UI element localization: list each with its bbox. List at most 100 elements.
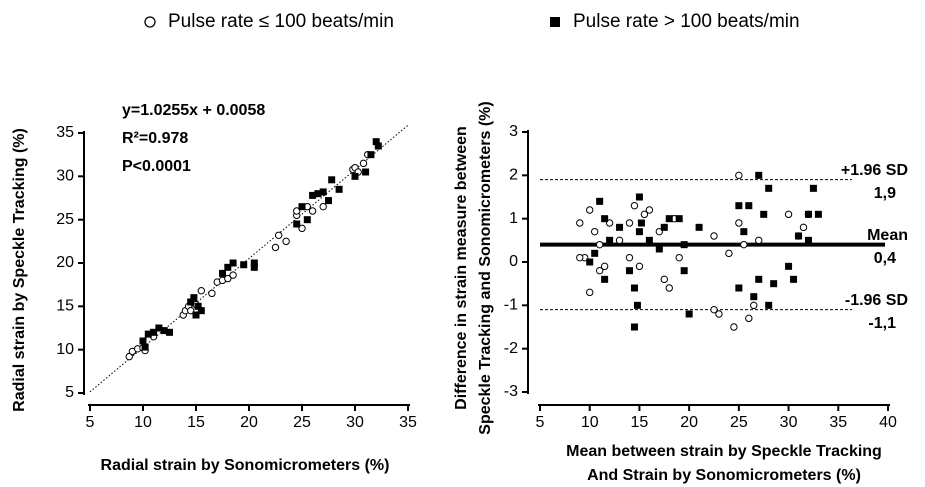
point [187,306,195,315]
x-tick-label: 10 [581,414,599,431]
x-tick-label: 25 [293,414,311,431]
point [615,236,624,245]
point [790,275,798,283]
point [710,232,718,240]
x-tick-label: 20 [240,414,258,431]
point [645,236,653,244]
point [740,240,748,249]
point [335,185,343,193]
y-tick-label: -3 [504,383,518,400]
point [795,232,803,240]
legend-label: Pulse rate > 100 beats/min [573,11,800,32]
annotation: P<0.0001 [122,158,191,175]
point [725,249,733,258]
point [740,228,748,236]
x-axis-title: And Strain by Sonomicrometers (%) [587,467,861,484]
point [804,210,812,218]
point [640,210,649,219]
point [755,236,763,245]
point [633,301,641,309]
point [730,323,738,331]
legend-label: Pulse rate ≤ 100 beats/min [168,11,394,32]
fit-line [89,124,409,393]
reference-value-label: -1,1 [868,315,896,332]
reference-value-label: 1,9 [874,185,896,202]
point [197,307,205,315]
point [150,328,158,336]
x-tick-label: 25 [730,414,748,431]
point [197,287,206,295]
point [765,301,773,309]
point [660,275,668,284]
point [374,142,382,150]
reference-label: -1.96 SD [845,292,908,309]
x-tick-label: 15 [631,414,649,431]
y-axis-title: Difference in strain measure between [453,126,470,410]
x-tick-label: 40 [879,414,897,431]
point [814,210,822,218]
point [293,207,301,215]
point [192,311,200,319]
point [675,215,683,223]
point [229,259,237,267]
point [735,284,743,292]
point [784,210,793,219]
point [309,191,317,199]
point [308,207,317,215]
point [710,305,718,314]
reference-label: +1.96 SD [841,162,908,179]
point [695,223,703,231]
point [625,267,633,275]
reference-label: Mean [867,227,908,244]
point [601,215,609,223]
point [125,352,133,361]
legend-marker [550,17,560,27]
reference-value-label: 0,4 [874,250,896,267]
point [359,159,368,168]
point [576,219,584,227]
legend-marker [144,16,156,28]
x-tick-label: 20 [680,414,698,431]
x-axis-title: Radial strain by Sonomicrometers (%) [101,457,390,474]
annotation: R²=0.978 [122,130,188,147]
point [586,206,594,214]
point [735,171,743,180]
point [750,293,758,301]
point [601,275,609,283]
annotation: y=1.0255x + 0.0058 [122,102,265,119]
x-tick-label: 30 [780,414,798,431]
point [229,271,237,279]
point [770,280,778,288]
point [224,274,232,283]
point [282,237,290,246]
y-tick-label: 20 [56,254,74,271]
point [590,227,599,236]
y-tick-label: 5 [65,384,74,401]
y-tick-label: 3 [509,123,518,140]
point [224,263,232,271]
y-tick-label: -2 [504,340,518,357]
point [750,301,758,310]
point [298,203,306,211]
point [367,151,375,159]
point [675,253,683,262]
y-axis-title: Radial strain by Speckle Tracking (%) [11,128,28,412]
point [799,223,808,232]
y-tick-label: 35 [56,124,74,141]
y-tick-label: 1 [509,210,518,227]
point [271,243,280,252]
x-tick-label: 5 [536,414,545,431]
y-tick-label: 25 [56,211,74,228]
point [362,168,370,176]
y-tick-label: 15 [56,298,74,315]
x-tick-label: 15 [187,414,205,431]
point [595,266,604,275]
point [680,267,688,275]
point [635,228,643,236]
point [166,328,173,336]
point [600,262,609,271]
x-tick-label: 35 [399,414,417,431]
point [591,249,599,257]
point [637,219,645,227]
